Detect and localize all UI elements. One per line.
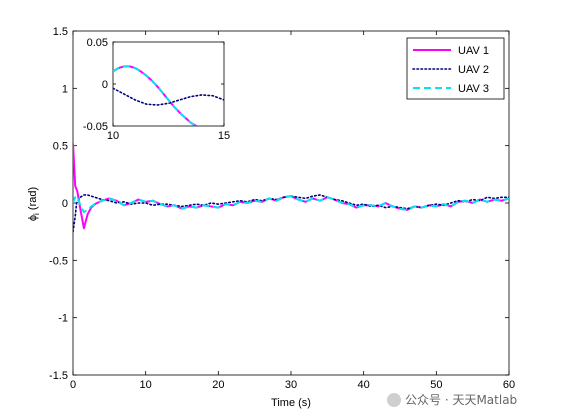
inset-x-tick-label: 15 (218, 130, 230, 142)
watermark: 公众号 · 天天Matlab (387, 393, 517, 407)
inset-plot: 10 15 -0.05 0 0.05 (83, 37, 230, 142)
main-y-tick-label: 1.5 (53, 26, 68, 38)
inset-plot-frame (112, 41, 225, 127)
inset-series-uav-3 (113, 65, 197, 126)
inset-series-group (113, 65, 224, 126)
main-x-tick-label: 20 (212, 379, 224, 391)
y-axis-title: ϕi (rad) (27, 187, 41, 221)
wechat-logo-icon (387, 393, 401, 407)
main-y-tick-label: 0 (62, 198, 68, 210)
watermark-text: 公众号 · 天天Matlab (405, 393, 517, 407)
main-y-tick-label: -0.5 (49, 255, 68, 267)
y-axis-title-subscript: i (32, 213, 41, 215)
legend-label-uav-3: UAV 3 (458, 83, 489, 95)
main-series-uav-3 (73, 195, 509, 214)
inset-axis-ticks: 10 15 -0.05 0 0.05 (83, 37, 230, 142)
legend-label-uav-2: UAV 2 (458, 64, 489, 76)
main-y-tick-label: 0.5 (53, 141, 68, 153)
main-series-group (73, 143, 509, 233)
main-x-tick-label: 60 (503, 379, 515, 391)
main-x-tick-label: 10 (140, 379, 152, 391)
main-x-tick-label: 0 (70, 379, 76, 391)
inset-x-tick-label: 10 (107, 130, 119, 142)
legend-label-uav-1: UAV 1 (458, 45, 489, 57)
inset-y-tick-label: 0 (102, 79, 108, 91)
y-axis-title-unit: (rad) (27, 187, 39, 213)
inset-y-tick-label: -0.05 (83, 121, 108, 133)
y-axis-title-symbol: ϕ (27, 215, 39, 221)
x-axis-title: Time (s) (271, 397, 311, 409)
legend: UAV 1 UAV 2 UAV 3 (406, 37, 505, 100)
main-x-tick-label: 50 (430, 379, 442, 391)
inset-series-uav-2 (113, 87, 224, 106)
legend-box (406, 37, 505, 100)
main-x-tick-label: 40 (358, 379, 370, 391)
main-axis-ticks: 0 10 20 30 40 50 60 -1.5 -1 -0.5 0 0.5 1 1.5 (49, 26, 515, 391)
inset-y-tick-label: 0.05 (87, 37, 108, 49)
main-y-tick-label: 1 (62, 83, 68, 95)
main-y-tick-label: -1 (58, 313, 68, 325)
main-y-tick-label: -1.5 (49, 370, 68, 382)
main-x-tick-label: 30 (285, 379, 297, 391)
